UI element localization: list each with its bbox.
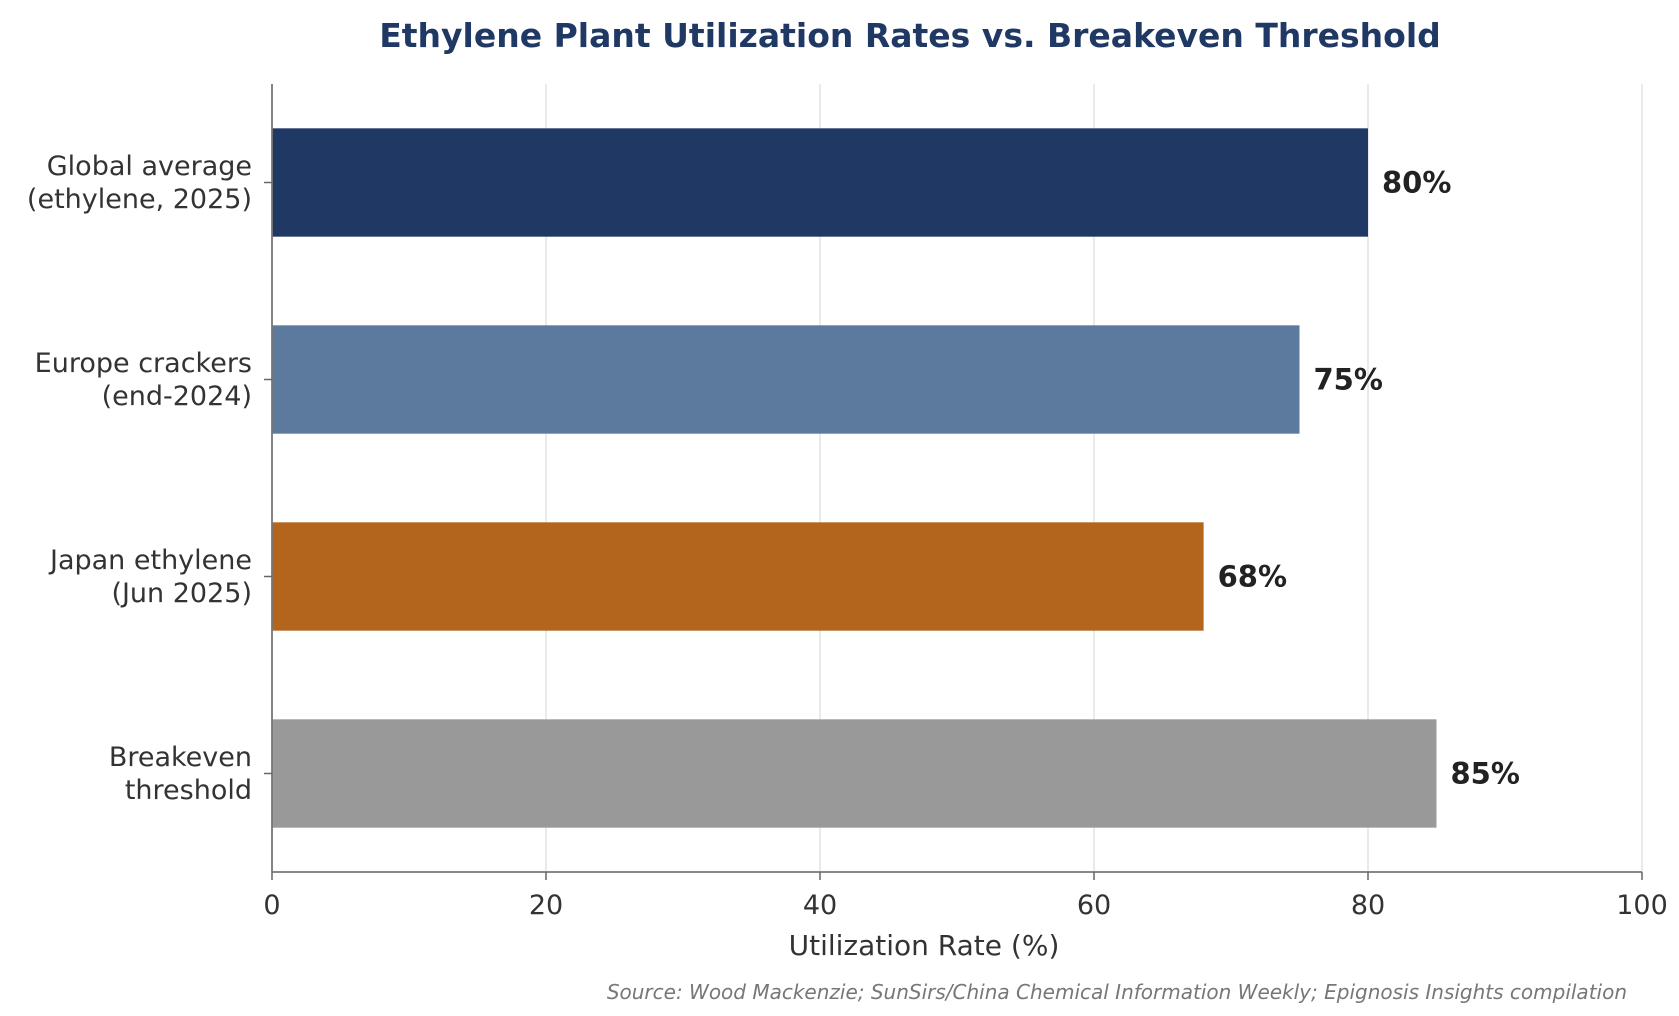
bar (272, 128, 1368, 237)
source-note: Source: Wood Mackenzie; SunSirs/China Ch… (607, 980, 1627, 1004)
x-tick-label: 20 (529, 890, 563, 921)
x-tick-label: 0 (263, 890, 280, 921)
chart-title: Ethylene Plant Utilization Rates vs. Bre… (379, 16, 1441, 55)
x-tick-label: 40 (803, 890, 837, 921)
y-tick-label: Global average (ethylene, 2025) (27, 151, 252, 215)
data-label: 80% (1382, 166, 1451, 200)
bar (272, 522, 1204, 631)
y-tick-label: Japan ethylene (Jun 2025) (48, 545, 252, 609)
x-tick-label: 60 (1077, 890, 1111, 921)
x-tick-label: 100 (1616, 890, 1668, 921)
data-label: 75% (1314, 363, 1383, 397)
y-axis-labels: Global average (ethylene, 2025) Europe cra… (27, 151, 272, 806)
data-label: 68% (1218, 560, 1287, 594)
x-axis-ticks: 0 20 40 60 80 100 (263, 872, 1668, 921)
axes (271, 84, 1642, 873)
bar (272, 325, 1300, 434)
x-axis-label: Utilization Rate (%) (789, 929, 1060, 962)
data-label: 85% (1451, 757, 1520, 791)
y-tick-label: Europe crackers (end-2024) (35, 348, 252, 412)
y-tick-label: Breakeven threshold (109, 742, 252, 806)
x-tick-label: 80 (1351, 890, 1385, 921)
bars: 80% 75% 68% 85% (272, 128, 1520, 828)
bar (272, 719, 1437, 828)
